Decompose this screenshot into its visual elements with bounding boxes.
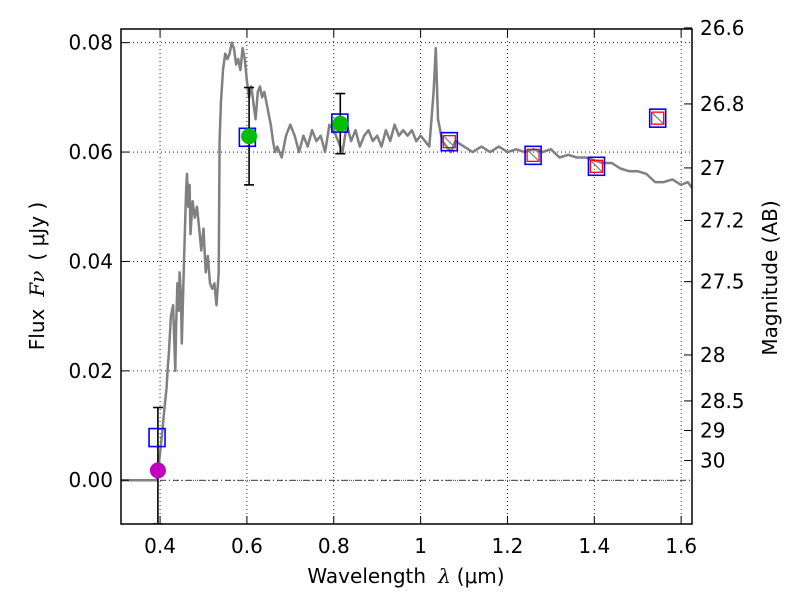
y-tick-label: 0.02 [68,359,113,383]
plot-frame [120,28,693,525]
data-point [332,92,349,155]
x-tick-label: 1.6 [665,534,697,558]
x-tick-label: 1 [414,534,427,558]
data-point [241,86,258,186]
right-tick-label: 26.8 [700,92,745,116]
right-tick-label: 28.5 [700,389,745,413]
x-tick-label: 0.4 [144,534,176,558]
y-tick-label: 0.00 [68,468,113,492]
data-point [149,406,166,524]
model-box [440,131,459,152]
data-point-marker [241,128,258,145]
right-tick-label: 26.6 [700,16,745,40]
right-tick-label: 27 [700,156,725,180]
axis-ticks: 0.4 0.6 0.8 1 1.2 1.4 1.6 0.00 0.02 0.04 0.06 0.08 2… [68,16,744,558]
sed-model-curve [121,41,692,482]
model-box [524,145,542,166]
right-axis-title: Magnitude (AB) [758,200,782,355]
x-tick-label: 1.4 [578,534,610,558]
y-axis-title: FluxFν( μJy ) [25,202,49,350]
upper-limit-marker [651,111,665,125]
y-tick-label: 0.08 [68,31,113,55]
upper-limit-marker [589,159,604,173]
data-point-marker [332,115,349,132]
upper-limit-box [526,148,540,162]
upper-limit-slash [527,149,539,161]
upper-limit-box [651,111,665,125]
right-tick-label: 30 [700,449,725,473]
model-box [648,108,667,128]
right-tick-label: 27.5 [700,270,745,294]
right-tick-label: 27.2 [700,208,745,232]
x-axis-title: Wavelength λ (μm) [307,564,504,588]
upper-limit-slash [652,112,664,124]
x-tick-label: 0.6 [231,534,263,558]
x-tick-label: 0.8 [318,534,350,558]
right-tick-label: 28 [700,343,725,367]
y-tick-label: 0.04 [68,249,113,273]
data-point-marker [149,462,166,479]
upper-limit-marker [442,135,456,149]
model-box [587,156,606,177]
right-tick-label: 29 [700,418,725,442]
upper-limit-slash [443,136,455,148]
upper-limit-slash [591,160,602,172]
upper-limit-marker [526,148,540,162]
model-box [148,427,166,448]
x-tick-label: 1.2 [492,534,524,558]
photometry-marks [148,86,667,524]
upper-limit-box [442,135,456,149]
upper-limit-box [589,159,604,173]
y-tick-label: 0.06 [68,140,113,164]
